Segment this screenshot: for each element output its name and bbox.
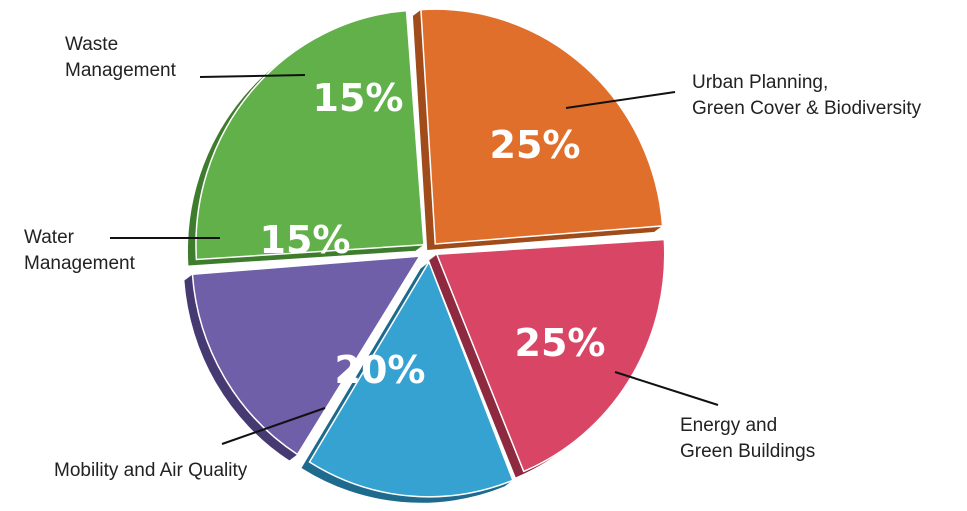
percent-label-waste-management: 15% <box>313 76 404 120</box>
leader-line-waste-management <box>199 74 306 78</box>
slice-mobility-and-air-quality[interactable] <box>435 238 666 473</box>
slice-urban-planning-green-cover-biodiversity[interactable] <box>195 9 425 261</box>
category-label-urban-planning-green-cover-biodiversity: Urban Planning, Green Cover & Biodiversit… <box>692 72 922 119</box>
percent-label-water-management: 15% <box>260 218 351 262</box>
percent-label-mobility-and-air-quality: 20% <box>335 348 426 392</box>
percent-label-urban-planning-green-cover-biodiversity: 25% <box>490 123 581 167</box>
category-label-mobility-and-air-quality: Mobility and Air Quality <box>54 460 248 481</box>
pie-slices <box>191 8 666 498</box>
slice-energy-and-green-buildings[interactable] <box>420 8 664 245</box>
category-label-water-management: Water Management <box>24 227 136 274</box>
percent-label-energy-and-green-buildings: 25% <box>515 321 606 365</box>
leader-line-urban-planning-green-cover-biodiversity <box>565 91 676 109</box>
leader-line-mobility-and-air-quality <box>221 407 326 445</box>
slice-waste-management[interactable] <box>191 255 422 456</box>
slice-water-management[interactable] <box>308 260 514 498</box>
leader-line-energy-and-green-buildings <box>614 371 719 406</box>
category-label-waste-management: Waste Management <box>65 34 177 81</box>
category-label-energy-and-green-buildings: Energy and Green Buildings <box>680 415 815 462</box>
